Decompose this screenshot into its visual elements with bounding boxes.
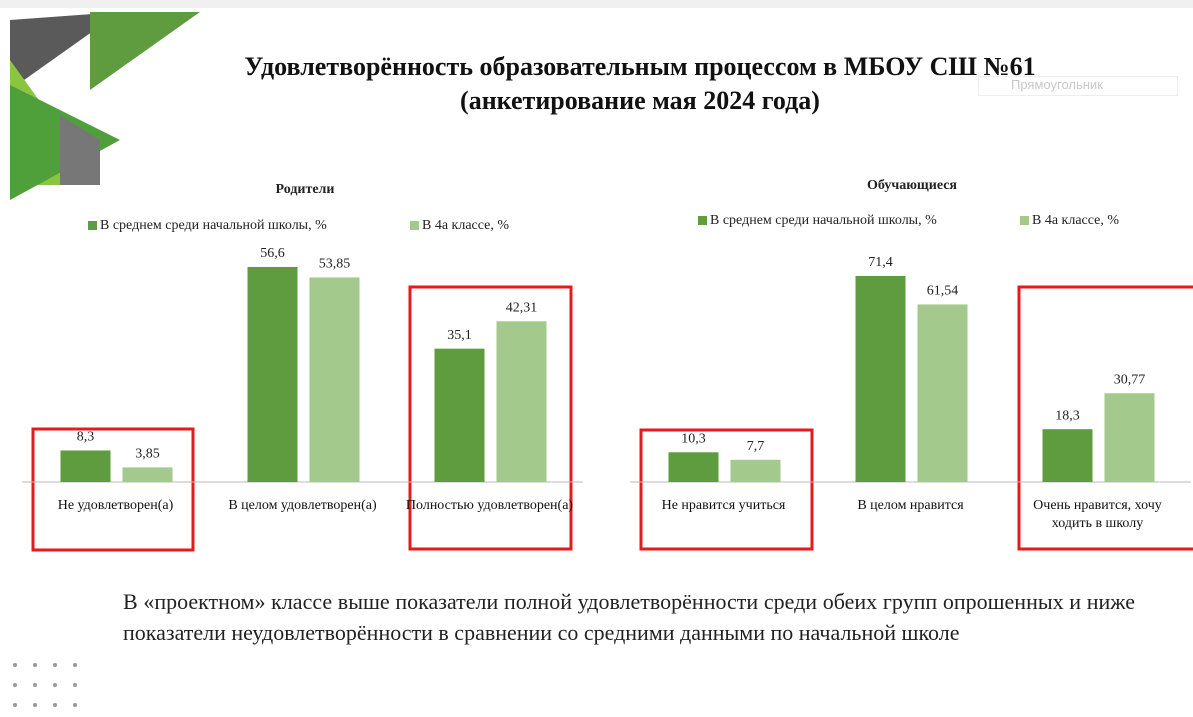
bar xyxy=(669,452,719,482)
x-tick-label: Не нравится учиться xyxy=(639,497,809,515)
value-label: 53,85 xyxy=(319,257,351,272)
bar xyxy=(123,467,173,482)
value-label: 10,3 xyxy=(681,432,706,447)
legend-swatch xyxy=(1020,216,1029,225)
x-tick-label: В целом нравится xyxy=(826,497,996,515)
bar xyxy=(497,321,547,482)
value-label: 18,3 xyxy=(1055,408,1080,423)
chart-title: Обучающиеся xyxy=(867,178,957,193)
value-label: 35,1 xyxy=(447,328,472,343)
x-tick-label: Полностью удовлетворен(а) xyxy=(405,497,575,515)
bar xyxy=(435,349,485,482)
legend-label: В 4а классе, % xyxy=(1032,213,1119,228)
legend-label: В среднем среди начальной школы, % xyxy=(100,218,327,233)
x-tick-label: Очень нравится, хочу ходить в школу xyxy=(1013,497,1183,533)
legend-label: В 4а классе, % xyxy=(422,218,509,233)
value-label: 3,85 xyxy=(135,447,160,462)
overlay-label: Прямоугольник xyxy=(978,76,1178,96)
highlight-box xyxy=(641,430,812,549)
bar xyxy=(856,276,906,482)
x-tick-label: В целом удовлетворен(а) xyxy=(218,497,388,515)
value-label: 42,31 xyxy=(506,301,538,316)
legend-swatch xyxy=(88,221,97,230)
legend-swatch xyxy=(410,221,419,230)
legend-label: В среднем среди начальной школы, % xyxy=(710,213,937,228)
x-tick-label: Не удовлетворен(а) xyxy=(31,497,201,515)
bar xyxy=(1043,429,1093,482)
legend-swatch xyxy=(698,216,707,225)
bar xyxy=(310,277,360,482)
value-label: 61,54 xyxy=(927,284,959,299)
chart-title: Родители xyxy=(276,182,335,197)
bar xyxy=(1105,393,1155,482)
slide: Родители В среднем среди начальной школы,… xyxy=(0,0,1193,717)
decor-dots xyxy=(13,663,77,707)
value-label: 30,77 xyxy=(1114,372,1146,387)
conclusion: В «проектном» классе выше показатели пол… xyxy=(123,586,1135,648)
value-label: 7,7 xyxy=(747,439,765,454)
value-label: 71,4 xyxy=(868,255,893,270)
value-label: 8,3 xyxy=(77,430,95,445)
value-label: 56,6 xyxy=(260,246,285,261)
bar xyxy=(731,460,781,482)
bar xyxy=(61,450,111,482)
bar xyxy=(248,267,298,482)
highlight-box xyxy=(33,429,193,550)
top-strip xyxy=(0,0,1193,8)
bar xyxy=(918,304,968,482)
